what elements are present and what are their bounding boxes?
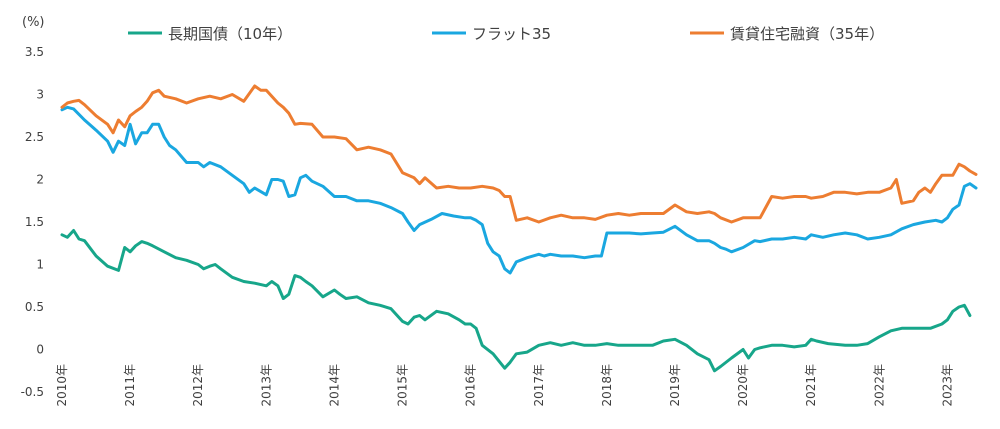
legend-label: 賃貸住宅融資（35年） <box>730 25 884 43</box>
y-tick-label: 1.5 <box>25 215 44 229</box>
x-tick-label: 2010年 <box>55 364 69 407</box>
y-axis-unit-label: (%) <box>22 15 45 30</box>
y-tick-label: -0.5 <box>21 385 44 399</box>
x-tick-label: 2017年 <box>532 364 546 407</box>
series-line-0 <box>60 229 972 373</box>
legend-label: 長期国債（10年） <box>168 25 292 43</box>
legend-label: フラット35 <box>472 25 551 43</box>
x-tick-label: 2015年 <box>396 364 410 407</box>
x-tick-label: 2022年 <box>872 364 886 407</box>
legend: 長期国債（10年） フラット35 賃貸住宅融資（35年） <box>128 25 884 43</box>
x-tick-label: 2021年 <box>804 364 818 407</box>
x-tick-label: 2013年 <box>259 364 273 407</box>
x-tick-label: 2023年 <box>940 364 954 407</box>
x-axis-ticks: 2010年 2011年 2012年 2013年 2014年 2015年 2016年 2017年… <box>55 364 954 407</box>
x-tick-label: 2018年 <box>600 364 614 407</box>
y-tick-label: 2.5 <box>25 130 44 144</box>
x-tick-label: 2014年 <box>327 364 341 407</box>
series-lines <box>60 84 978 373</box>
y-axis-ticks: 3.5 3 2.5 2 1.5 1 0.5 0 -0.5 <box>21 45 44 399</box>
x-tick-label: 2016年 <box>464 364 478 407</box>
y-tick-label: 1 <box>36 258 44 272</box>
y-tick-label: 0 <box>36 343 44 357</box>
y-tick-label: 3.5 <box>25 45 44 59</box>
y-tick-label: 0.5 <box>25 300 44 314</box>
x-tick-label: 2020年 <box>736 364 750 407</box>
x-tick-label: 2019年 <box>668 364 682 407</box>
y-tick-label: 2 <box>36 173 44 187</box>
series-line-1 <box>60 105 978 275</box>
x-tick-label: 2011年 <box>123 364 137 407</box>
series-line-2 <box>60 84 978 224</box>
y-tick-label: 3 <box>36 88 44 102</box>
x-tick-label: 2012年 <box>191 364 205 407</box>
